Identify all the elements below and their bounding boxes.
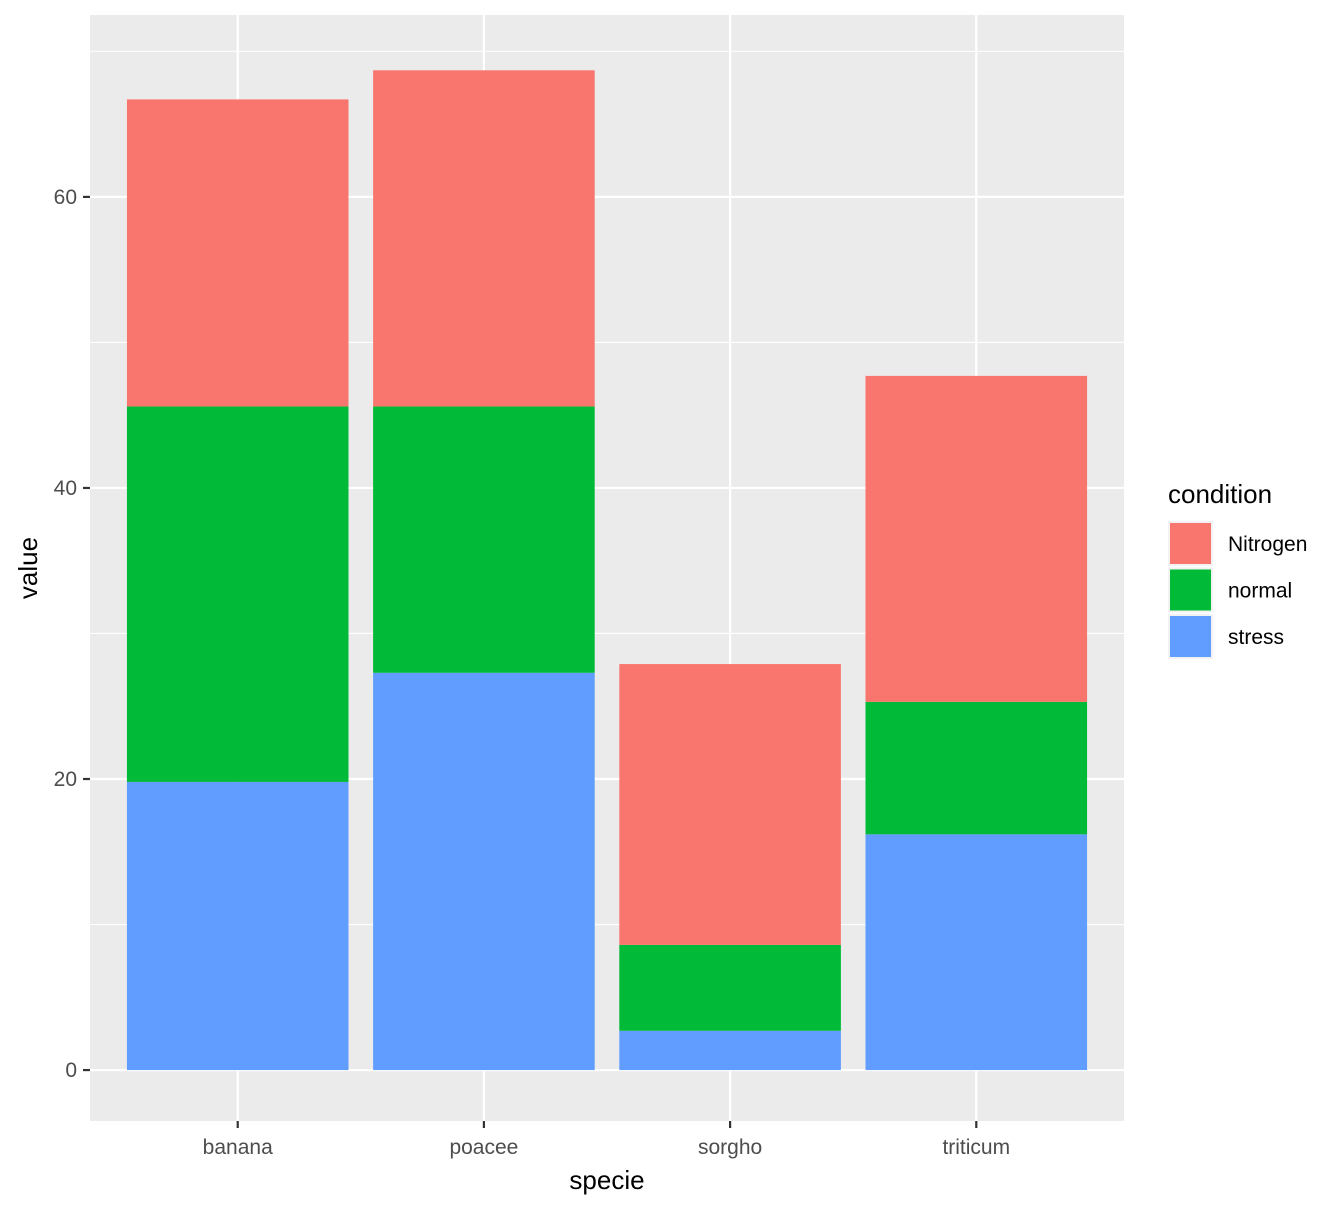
y-tick-label: 20 [54, 768, 77, 791]
legend: condition Nitrogen normal stress [1168, 479, 1307, 659]
legend-items: Nitrogen normal stress [1168, 521, 1307, 659]
bar-triticum-nitrogen [865, 375, 1088, 702]
bar-triticum-normal [865, 701, 1088, 835]
y-tick-label: 0 [65, 1059, 77, 1082]
y-tick-label: 40 [54, 477, 77, 500]
x-tick-label: sorgho [698, 1136, 762, 1159]
legend-key-nitrogen [1170, 523, 1211, 564]
bar-banana-normal [126, 406, 349, 782]
x-tick-label: poacee [449, 1136, 518, 1159]
bars [126, 70, 1088, 1071]
legend-title: condition [1168, 479, 1272, 509]
bar-banana-stress [126, 781, 349, 1071]
legend-label-normal: normal [1228, 580, 1292, 603]
bar-poacee-normal [373, 406, 595, 673]
x-tick-label: banana [203, 1136, 273, 1159]
bar-poacee-stress [373, 672, 595, 1071]
x-tick-label: triticum [942, 1136, 1010, 1159]
legend-key-stress [1170, 616, 1211, 657]
bar-poacee-nitrogen [373, 70, 595, 407]
bar-sorgho-stress [619, 1030, 841, 1071]
bar-triticum-stress [865, 834, 1088, 1071]
legend-key-normal [1170, 569, 1211, 611]
legend-label-stress: stress [1228, 626, 1284, 649]
y-tick-label: 60 [54, 186, 77, 209]
x-axis: banana poacee sorgho triticum [203, 1121, 1010, 1159]
bar-banana-nitrogen [126, 99, 349, 407]
y-axis: 0 20 40 60 [54, 186, 90, 1082]
y-axis-title: value [13, 537, 43, 599]
legend-label-nitrogen: Nitrogen [1228, 533, 1307, 556]
x-axis-title: specie [569, 1165, 644, 1195]
bar-sorgho-normal [619, 944, 841, 1031]
bar-sorgho-nitrogen [619, 664, 841, 945]
